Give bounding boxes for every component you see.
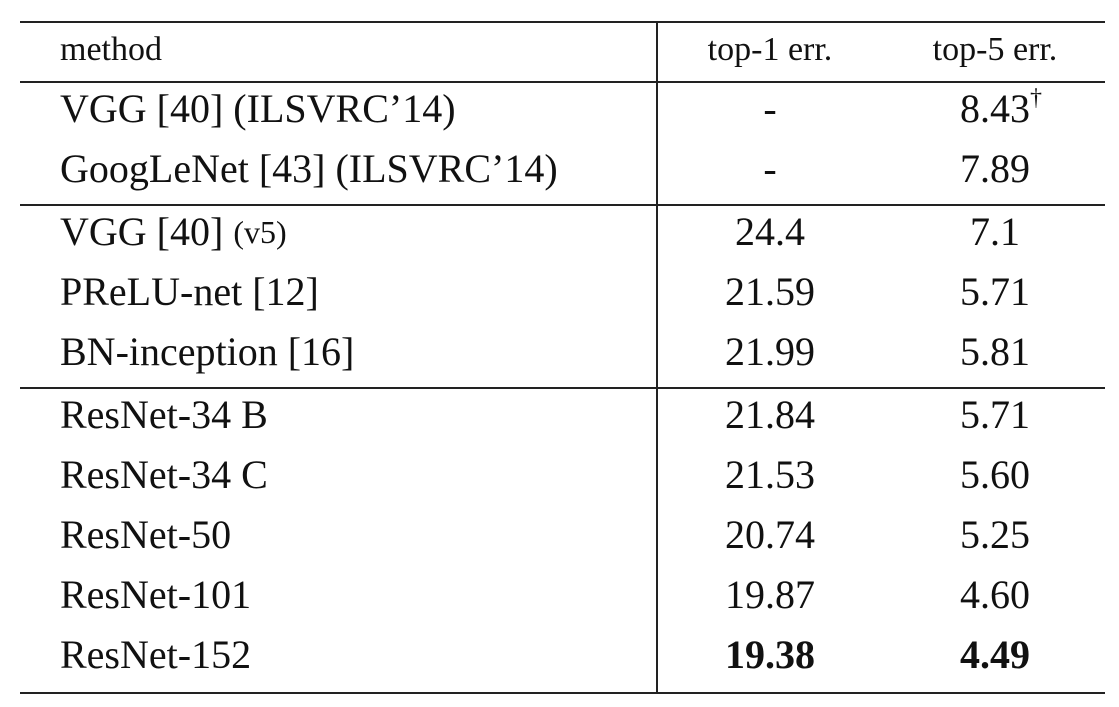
cell-text: 21.99 [725, 329, 815, 374]
cell-text: VGG [40] [60, 209, 223, 254]
value-cell: 7.1 [970, 209, 1020, 254]
cell-text: 5.25 [960, 512, 1030, 557]
method-cell: ResNet-34 C [60, 452, 268, 497]
cell-text: 21.84 [725, 392, 815, 437]
value-cell: 5.60 [960, 452, 1030, 497]
value-cell: - [763, 86, 776, 131]
cell-text: 7.1 [970, 209, 1020, 254]
method-cell: VGG [40] (v5) [60, 209, 287, 254]
method-cell: BN-inception [16] [60, 329, 354, 374]
cell-text: 8.43 [960, 86, 1030, 131]
value-cell: 19.87 [725, 572, 815, 617]
cell-text: ResNet-50 [60, 512, 231, 557]
value-cell: 21.99 [725, 329, 815, 374]
method-cell: ResNet-101 [60, 572, 251, 617]
header-method: method [60, 31, 162, 68]
cell-text: 21.53 [725, 452, 815, 497]
value-cell: 4.49 [960, 632, 1030, 677]
cell-text: - [763, 146, 776, 191]
method-cell: VGG [40] (ILSVRC’14) [60, 86, 456, 131]
value-cell: 8.43† [960, 85, 1042, 132]
cell-text: 4.49 [960, 632, 1030, 677]
method-cell: PReLU-net [12] [60, 269, 319, 314]
value-cell: 24.4 [735, 209, 805, 254]
cell-text: 19.38 [725, 632, 815, 677]
cell-text: 21.59 [725, 269, 815, 314]
cell-text: 5.71 [960, 269, 1030, 314]
cell-text: 20.74 [725, 512, 815, 557]
value-cell: 5.25 [960, 512, 1030, 557]
method-cell: GoogLeNet [43] (ILSVRC’14) [60, 146, 558, 191]
cell-text: ResNet-34 B [60, 392, 268, 437]
cell-text: 5.60 [960, 452, 1030, 497]
value-cell: 5.81 [960, 329, 1030, 374]
cell-text: GoogLeNet [43] (ILSVRC’14) [60, 146, 558, 191]
value-cell: 5.71 [960, 392, 1030, 437]
cell-text: ResNet-152 [60, 632, 251, 677]
cell-text: PReLU-net [12] [60, 269, 319, 314]
cell-text: 4.60 [960, 572, 1030, 617]
value-cell: 5.71 [960, 269, 1030, 314]
method-cell: ResNet-152 [60, 632, 251, 677]
cell-text: BN-inception [16] [60, 329, 354, 374]
value-cell: 21.84 [725, 392, 815, 437]
value-cell: 21.59 [725, 269, 815, 314]
method-cell: ResNet-50 [60, 512, 231, 557]
footnote-mark: † [1030, 85, 1042, 111]
value-cell: 19.38 [725, 632, 815, 677]
header-top1: top-1 err. [708, 31, 833, 68]
cell-text: 5.81 [960, 329, 1030, 374]
cell-text: 19.87 [725, 572, 815, 617]
method-cell: ResNet-34 B [60, 392, 268, 437]
cell-text: 5.71 [960, 392, 1030, 437]
cell-text: 7.89 [960, 146, 1030, 191]
value-cell: 7.89 [960, 146, 1030, 191]
value-cell: 4.60 [960, 572, 1030, 617]
cell-text: ResNet-101 [60, 572, 251, 617]
cell-text: VGG [40] (ILSVRC’14) [60, 86, 456, 131]
cell-text: 24.4 [735, 209, 805, 254]
method-note: (v5) [233, 214, 286, 250]
value-cell: - [763, 146, 776, 191]
header-top5: top-5 err. [933, 31, 1058, 68]
value-cell: 21.53 [725, 452, 815, 497]
cell-text: ResNet-34 C [60, 452, 268, 497]
cell-text: - [763, 86, 776, 131]
value-cell: 20.74 [725, 512, 815, 557]
